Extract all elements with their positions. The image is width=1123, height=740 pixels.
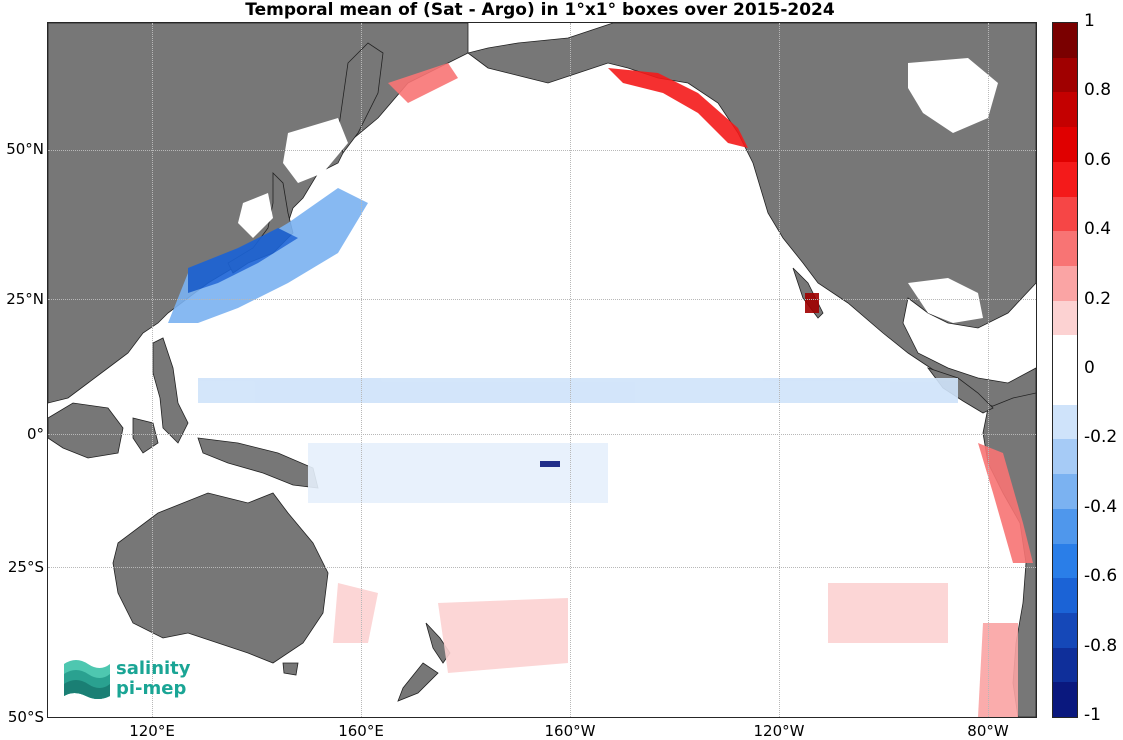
landmass-north-america — [467, 23, 1036, 409]
colorbar-segment — [1053, 265, 1077, 302]
grid-line-0 — [48, 434, 1036, 435]
xlabel-160w: 160°W — [544, 722, 596, 740]
anomaly-equatorial-band — [198, 378, 958, 403]
landmass-sulawesi — [132, 417, 159, 454]
landmass-borneo — [48, 402, 124, 459]
colorbar-segment — [1053, 439, 1077, 476]
anomaly-bering — [388, 63, 458, 103]
ylabel-50s: 50°S — [7, 708, 44, 726]
xlabel-80w: 80°W — [967, 722, 1009, 740]
colorbar-label: 0.2 — [1084, 288, 1112, 309]
ylabel-0: 0° — [26, 425, 44, 443]
ylabel-50n: 50°N — [6, 140, 44, 158]
colorbar-segment — [1053, 578, 1077, 614]
landmass-new-zealand — [397, 622, 451, 702]
anomaly-gulf-california — [805, 293, 819, 313]
anomaly-tasman — [333, 583, 378, 643]
xlabel-120w: 120°W — [753, 722, 805, 740]
anomaly-se-pacific — [828, 583, 948, 643]
colorbar-label: 0 — [1084, 358, 1095, 378]
wave-logo-icon — [64, 660, 110, 699]
colorbar-segment — [1053, 127, 1077, 163]
colorbar-segment — [1053, 23, 1077, 59]
xlabel-160e: 160°E — [338, 722, 384, 740]
colorbar-segment — [1053, 647, 1077, 684]
colorbar — [1052, 22, 1078, 718]
landmass-new-guinea — [197, 437, 319, 489]
colorbar-label: -0.4 — [1084, 496, 1118, 517]
colorbar-segment — [1053, 543, 1077, 580]
grid-line-25n — [48, 299, 1036, 300]
colorbar-segment — [1053, 335, 1077, 371]
anomaly-alaska — [608, 68, 748, 148]
anomaly-south-chile — [978, 623, 1018, 717]
anomaly-spot — [540, 461, 560, 467]
grid-line-80w — [988, 23, 989, 717]
colorbar-segment — [1053, 196, 1077, 233]
colorbar-segment — [1053, 92, 1077, 129]
colorbar-label: -0.6 — [1084, 566, 1118, 587]
grid-line-50n — [48, 150, 1036, 151]
logo-line1: salinity — [116, 658, 191, 679]
landmass-philippines — [152, 337, 189, 444]
xlabel-120e: 120°E — [129, 722, 175, 740]
grid-line-120e — [152, 23, 153, 717]
colorbar-label: -0.8 — [1084, 635, 1118, 656]
grid-line-160w — [570, 23, 571, 717]
colorbar-label: 0.8 — [1084, 80, 1112, 101]
colorbar-segment — [1053, 404, 1077, 441]
grid-line-25s — [48, 567, 1036, 568]
colorbar-label: 0.6 — [1084, 149, 1112, 170]
hudson-bay — [908, 58, 998, 133]
logo-line2: pi-mep — [116, 678, 187, 699]
ylabel-25n: 25°N — [6, 290, 44, 308]
grid-line-160e — [361, 23, 362, 717]
colorbar-label: -0.2 — [1084, 427, 1118, 448]
colorbar-segment — [1053, 300, 1077, 337]
gulf-of-mexico — [908, 278, 983, 323]
anomaly-chile — [978, 443, 1033, 563]
colorbar-segment — [1053, 231, 1077, 267]
salinity-pimep-logo: salinity pi-mep — [62, 656, 202, 706]
colorbar-segment — [1053, 612, 1077, 649]
anomaly-kuroshio-core — [188, 228, 298, 293]
ylabel-25s: 25°S — [7, 558, 44, 576]
colorbar-segment — [1053, 508, 1077, 545]
landmass-tasmania — [282, 662, 299, 676]
colorbar-segment — [1053, 474, 1077, 510]
map-svg — [48, 23, 1036, 717]
colorbar-segment — [1053, 57, 1077, 94]
anomaly-nz — [438, 598, 568, 673]
colorbar-segment — [1053, 161, 1077, 198]
colorbar-segment — [1053, 370, 1077, 406]
grid-line-120w — [779, 23, 780, 717]
landmass-australia — [112, 492, 329, 664]
colorbar-label: -1 — [1084, 705, 1101, 725]
map-title: Temporal mean of (Sat - Argo) in 1°x1° b… — [245, 0, 835, 20]
map-area — [47, 22, 1037, 718]
sea-of-japan — [238, 193, 273, 238]
colorbar-label: 0.4 — [1084, 219, 1112, 240]
colorbar-segment — [1053, 682, 1077, 717]
anomaly-south-pacific — [308, 443, 608, 503]
colorbar-label: 1 — [1084, 11, 1095, 31]
water-bodies — [238, 58, 998, 323]
